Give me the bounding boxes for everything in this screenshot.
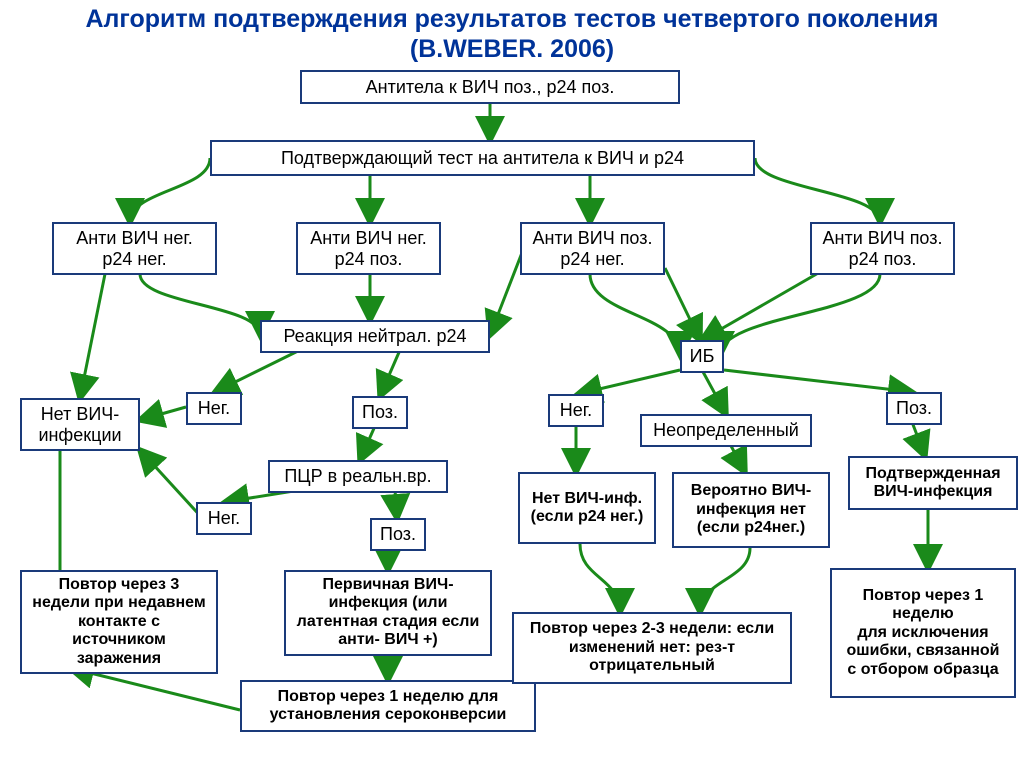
node-n19: Неопределенный bbox=[640, 414, 812, 447]
edge bbox=[700, 548, 750, 612]
node-n21: Нет ВИЧ-инф.(если p24 нег.) bbox=[518, 472, 656, 544]
edge bbox=[755, 158, 880, 222]
node-n11: Нет ВИЧ-инфекции bbox=[20, 398, 140, 451]
edge bbox=[70, 668, 240, 710]
node-n6: Анти ВИЧ поз.p24 поз. bbox=[810, 222, 955, 275]
node-n5: Анти ВИЧ поз.p24 нег. bbox=[520, 222, 665, 275]
title: Алгоритм подтверждения результатов тесто… bbox=[0, 0, 1024, 64]
edge bbox=[380, 350, 400, 396]
node-n14: Поз. bbox=[370, 518, 426, 551]
edge bbox=[578, 370, 680, 394]
edge bbox=[580, 544, 620, 612]
node-n22: Вероятно ВИЧ-инфекция нет (если p24нег.) bbox=[672, 472, 830, 548]
edge bbox=[130, 158, 210, 222]
node-n7: Реакция нейтрал. p24 bbox=[260, 320, 490, 353]
title-line1: Алгоритм подтверждения результатов тесто… bbox=[85, 5, 938, 33]
edge bbox=[140, 274, 260, 335]
node-n17: Повтор через 1 неделю для установления с… bbox=[240, 680, 536, 732]
node-n1: Антитела к ВИЧ поз., p24 поз. bbox=[300, 70, 680, 104]
node-n25: Повтор через 1 неделюдля исключения ошиб… bbox=[830, 568, 1016, 698]
title-line2: (В.WEBER. 2006) bbox=[410, 35, 614, 63]
node-n13: Нег. bbox=[196, 502, 252, 535]
edge bbox=[665, 268, 700, 340]
node-n4: Анти ВИЧ нег.p24 поз. bbox=[296, 222, 441, 275]
edge bbox=[395, 490, 397, 518]
edge bbox=[724, 370, 912, 392]
node-n8: ИБ bbox=[680, 340, 724, 373]
edge bbox=[80, 274, 105, 398]
edge bbox=[140, 407, 186, 420]
node-n3: Анти ВИЧ нег.p24 нег. bbox=[52, 222, 217, 275]
node-n15: Повтор через 3 недели при недавнем конта… bbox=[20, 570, 218, 674]
edge bbox=[215, 350, 300, 392]
node-n16: Первичная ВИЧ-инфекция (или латентная ст… bbox=[284, 570, 492, 656]
node-n18: Нег. bbox=[548, 394, 604, 427]
node-n2: Подтверждающий тест на антитела к ВИЧ и … bbox=[210, 140, 755, 176]
node-n20: Поз. bbox=[886, 392, 942, 425]
edge bbox=[360, 426, 375, 460]
node-n23: Подтвержденная ВИЧ-инфекция bbox=[848, 456, 1018, 510]
edge bbox=[702, 272, 820, 340]
edge bbox=[702, 370, 726, 414]
edge bbox=[590, 274, 680, 355]
edge bbox=[720, 274, 880, 355]
edge bbox=[912, 422, 925, 456]
edge bbox=[730, 444, 745, 472]
node-n24: Повтор через 2-3 недели: если изменений … bbox=[512, 612, 792, 684]
node-n9: Нег. bbox=[186, 392, 242, 425]
node-n12: ПЦР в реальн.вр. bbox=[268, 460, 448, 493]
node-n10: Поз. bbox=[352, 396, 408, 429]
